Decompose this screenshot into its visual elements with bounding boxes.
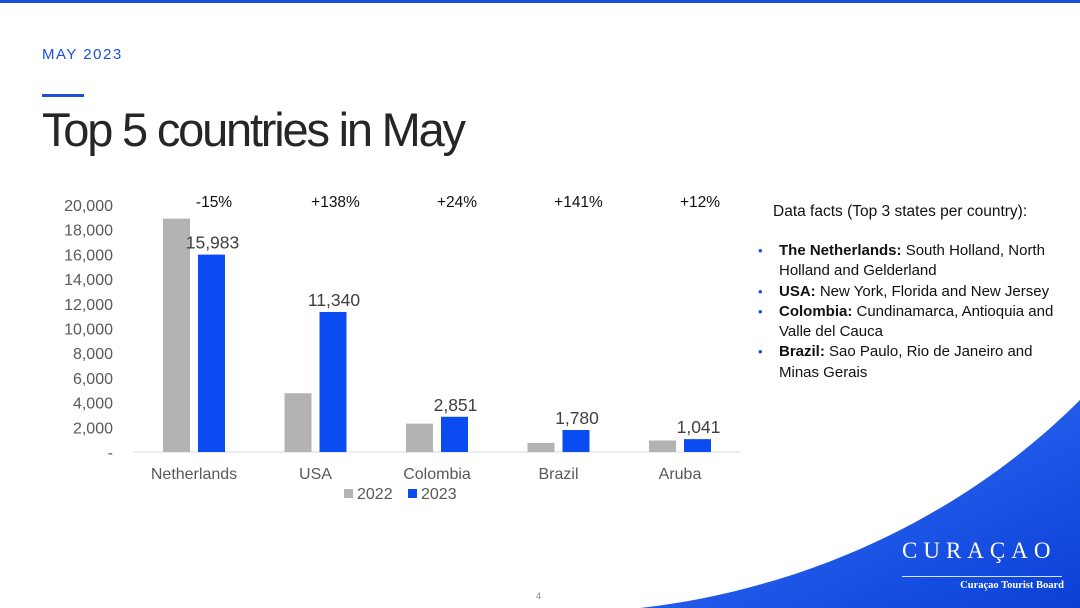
page-title: Top 5 countries in May — [42, 103, 466, 156]
growth-label: +138% — [311, 194, 360, 211]
facts-text: Cundinamarca, Antioquia and Valle del Ca… — [779, 302, 1054, 341]
y-tick-label: 6,000 — [73, 371, 113, 388]
data-label-2023: 11,340 — [308, 290, 360, 310]
y-tick-label: 10,000 — [64, 322, 113, 339]
data-facts-panel: Data facts (Top 3 states per country): •… — [756, 203, 1068, 383]
logo-divider — [902, 576, 1062, 577]
data-label-2023: 1,041 — [677, 417, 721, 437]
y-tick-label: 16,000 — [64, 247, 113, 264]
facts-heading: Data facts (Top 3 states per country): — [773, 203, 1028, 220]
y-tick-label: 14,000 — [64, 272, 113, 289]
facts-text: New York, Florida and New Jersey — [815, 282, 1050, 300]
bar-2023-usa — [319, 311, 347, 452]
category-label: Brazil — [538, 466, 578, 483]
facts-item-colombia: • Colombia: Cundinamarca, Antioquia and … — [756, 302, 1068, 343]
legend-swatch-2022 — [344, 489, 353, 498]
growth-label: +24% — [437, 194, 477, 211]
data-label-2023: 2,851 — [434, 395, 478, 415]
y-tick-label: 18,000 — [64, 223, 113, 240]
curacao-logo: CURAÇAO Curaçao Tourist Board — [902, 538, 1072, 598]
y-tick-label: 12,000 — [64, 297, 113, 314]
y-tick-label: 20,000 — [64, 198, 113, 215]
facts-list: • The Netherlands: South Holland, North … — [756, 241, 1068, 383]
top-accent-bar — [0, 0, 1080, 3]
bar-2023-brazil — [562, 430, 590, 452]
logo-tagline: Curaçao Tourist Board — [960, 580, 1064, 591]
y-tick-label: 2,000 — [73, 420, 113, 437]
facts-item-usa: • USA: New York, Florida and New Jersey — [756, 282, 1068, 302]
page-number: 4 — [536, 591, 542, 601]
bullet-icon: • — [758, 344, 763, 360]
growth-label: +141% — [554, 194, 603, 211]
bar-2022-brazil — [527, 442, 555, 452]
facts-text: Sao Paulo, Rio de Janeiro and Minas Gera… — [779, 343, 1033, 381]
legend-label-2022: 2022 — [357, 486, 393, 503]
bar-2023-netherlands — [198, 254, 225, 452]
bar-2022-colombia — [406, 423, 433, 452]
facts-country: The Netherlands: — [779, 242, 902, 259]
logo-wordmark: CURAÇAO — [902, 538, 1057, 563]
bullet-icon: • — [758, 283, 763, 299]
legend-swatch-2023 — [408, 489, 417, 498]
growth-label: -15% — [196, 194, 232, 211]
y-tick-label: - — [108, 445, 113, 462]
bar-2022-aruba — [649, 440, 676, 452]
facts-country: USA: — [779, 282, 816, 300]
data-label-2023: 15,983 — [186, 233, 240, 253]
facts-item-netherlands: • The Netherlands: South Holland, North … — [756, 241, 1068, 282]
facts-item-brazil: • Brazil: Sao Paulo, Rio de Janeiro and … — [756, 342, 1068, 383]
bullet-icon: • — [758, 303, 763, 319]
y-tick-label: 4,000 — [73, 396, 113, 413]
bullet-icon: • — [758, 243, 763, 258]
bar-2022-netherlands — [163, 218, 190, 452]
growth-label: +12% — [680, 194, 720, 211]
category-label: Aruba — [659, 466, 702, 483]
facts-country: Colombia: — [779, 302, 853, 320]
data-label-2023: 1,780 — [555, 408, 599, 428]
category-label: Netherlands — [151, 466, 237, 483]
country-bar-chart: - 2,000 4,000 6,000 8,000 10,000 12,000 14,000 1… — [64, 194, 740, 503]
title-rule — [42, 94, 84, 97]
y-tick-label: 8,000 — [73, 346, 113, 363]
bar-2022-usa — [284, 393, 312, 452]
category-label: Colombia — [403, 466, 471, 483]
bar-2023-colombia — [441, 416, 468, 452]
facts-text: South Holland, North Holland and Gelderl… — [779, 242, 1045, 280]
bar-2023-aruba — [684, 439, 711, 452]
category-label: USA — [299, 466, 332, 483]
date-kicker: MAY 2023 — [42, 46, 123, 63]
legend-label-2023: 2023 — [421, 486, 457, 503]
facts-country: Brazil: — [779, 343, 825, 361]
